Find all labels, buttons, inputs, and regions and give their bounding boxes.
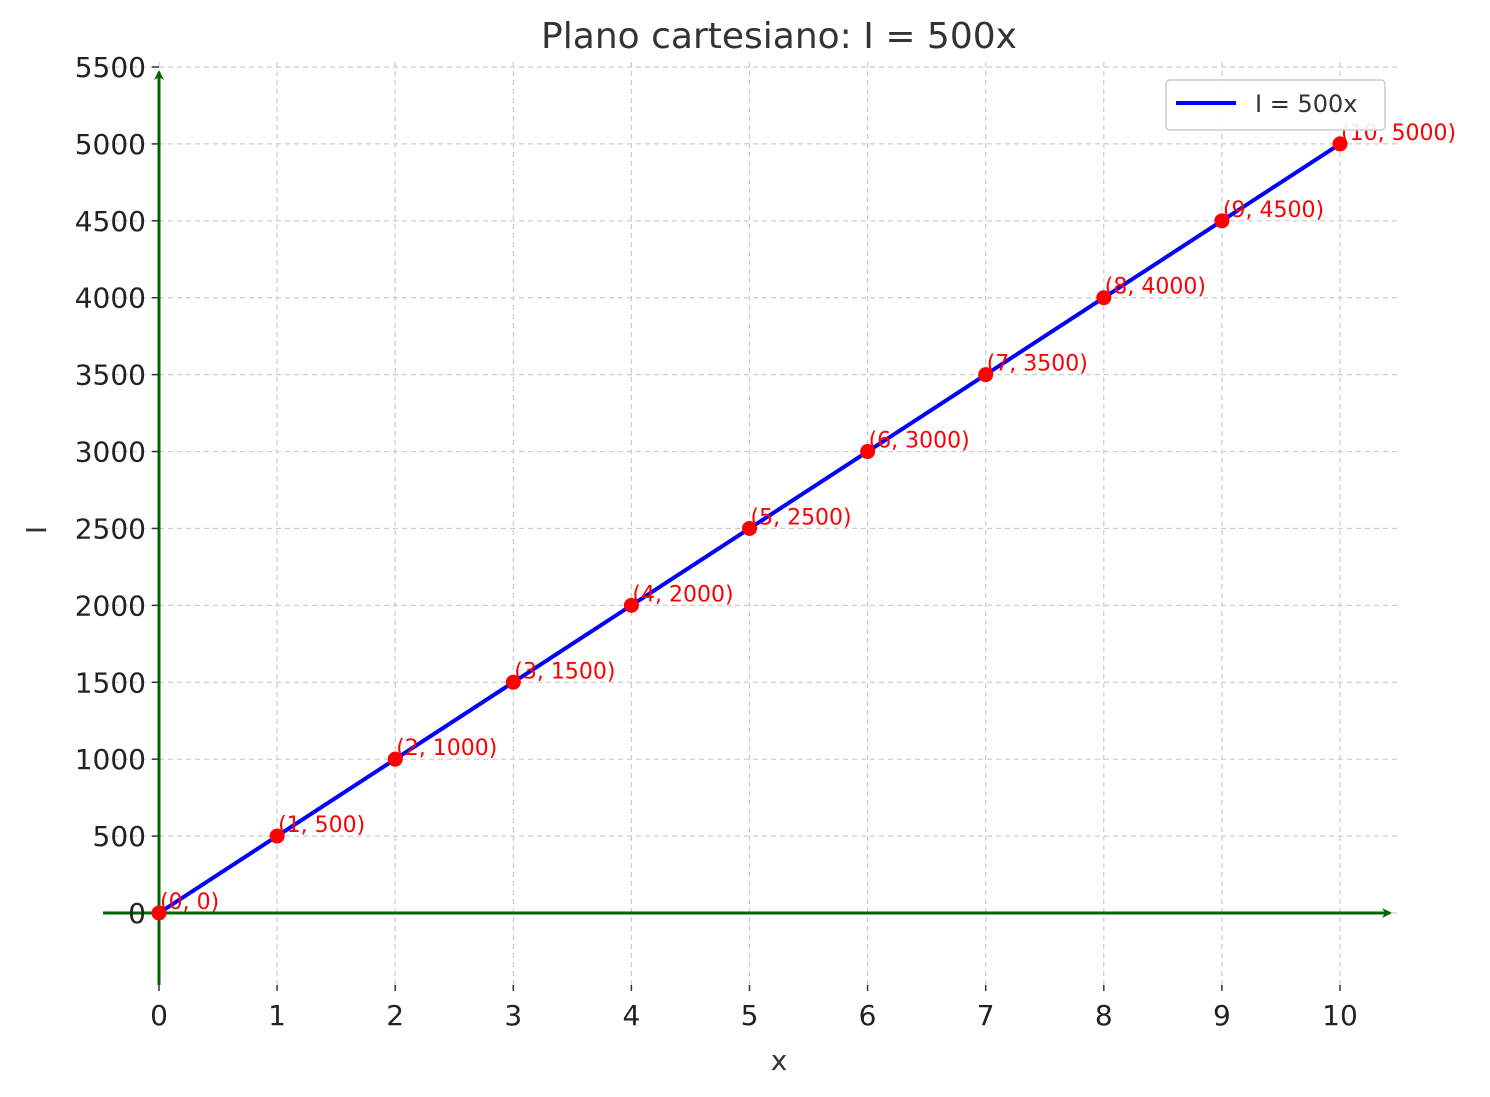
y-tick-label: 1000 bbox=[75, 743, 146, 776]
data-point-label: (0, 0) bbox=[160, 890, 219, 915]
y-axis-label: I bbox=[20, 526, 53, 534]
legend: I = 500x bbox=[1165, 79, 1386, 131]
data-point-label: (7, 3500) bbox=[987, 352, 1088, 377]
chart-title: Plano cartesiano: I = 500x bbox=[541, 16, 1017, 57]
x-tick-label: 6 bbox=[859, 999, 877, 1032]
x-tick-label: 10 bbox=[1322, 999, 1358, 1032]
y-tick-label: 3000 bbox=[75, 436, 146, 469]
y-tick-label: 2000 bbox=[75, 589, 146, 622]
point-labels: (0, 0) (1, 500) (2, 1000) (3, 1500) (4, 2000… bbox=[160, 121, 1456, 915]
data-point-label: (2, 1000) bbox=[396, 736, 497, 761]
data-point-label: (8, 4000) bbox=[1105, 275, 1206, 300]
data-point-label: (4, 2000) bbox=[632, 582, 733, 607]
legend-label: I = 500x bbox=[1255, 90, 1357, 118]
data-point bbox=[1332, 136, 1348, 152]
y-tick-label: 3500 bbox=[75, 359, 146, 392]
ticks: 0 1 2 3 4 5 6 7 8 9 10 0 500 1000 1500 2000 2500 3000 3500… bbox=[75, 51, 1358, 1032]
data-point bbox=[623, 597, 639, 613]
x-tick-label: 9 bbox=[1213, 999, 1231, 1032]
y-tick-label: 5000 bbox=[75, 128, 146, 161]
y-tick-label: 0 bbox=[128, 897, 146, 930]
x-tick-label: 5 bbox=[741, 999, 759, 1032]
legend-box bbox=[1165, 79, 1386, 131]
y-tick-label: 5500 bbox=[75, 51, 146, 84]
data-point-label: (3, 1500) bbox=[514, 659, 615, 684]
x-tick-label: 4 bbox=[622, 999, 640, 1032]
data-point bbox=[1214, 213, 1230, 229]
x-tick-label: 0 bbox=[150, 999, 168, 1032]
data-point-label: (1, 500) bbox=[278, 813, 365, 838]
y-tick-label: 2500 bbox=[75, 512, 146, 545]
x-tick-label: 1 bbox=[268, 999, 286, 1032]
data-point bbox=[1096, 290, 1112, 306]
data-point-label: (6, 3000) bbox=[869, 429, 970, 454]
x-tick-label: 7 bbox=[977, 999, 995, 1032]
data-point-label: (5, 2500) bbox=[751, 505, 852, 530]
data-point bbox=[505, 674, 521, 690]
points-layer bbox=[151, 136, 1348, 921]
x-tick-label: 2 bbox=[386, 999, 404, 1032]
data-point bbox=[387, 751, 403, 767]
data-point bbox=[860, 444, 876, 460]
x-tick-label: 8 bbox=[1095, 999, 1113, 1032]
y-tick-label: 4000 bbox=[75, 282, 146, 315]
y-tick-label: 1500 bbox=[75, 666, 146, 699]
y-tick-label: 500 bbox=[93, 820, 146, 853]
y-tick-label: 4500 bbox=[75, 205, 146, 238]
data-point-label: (9, 4500) bbox=[1223, 198, 1324, 223]
x-axis-label: x bbox=[771, 1044, 788, 1077]
x-tick-label: 3 bbox=[504, 999, 522, 1032]
data-point bbox=[978, 367, 994, 383]
data-point bbox=[742, 520, 757, 536]
data-point bbox=[151, 905, 167, 921]
data-point bbox=[269, 828, 285, 844]
